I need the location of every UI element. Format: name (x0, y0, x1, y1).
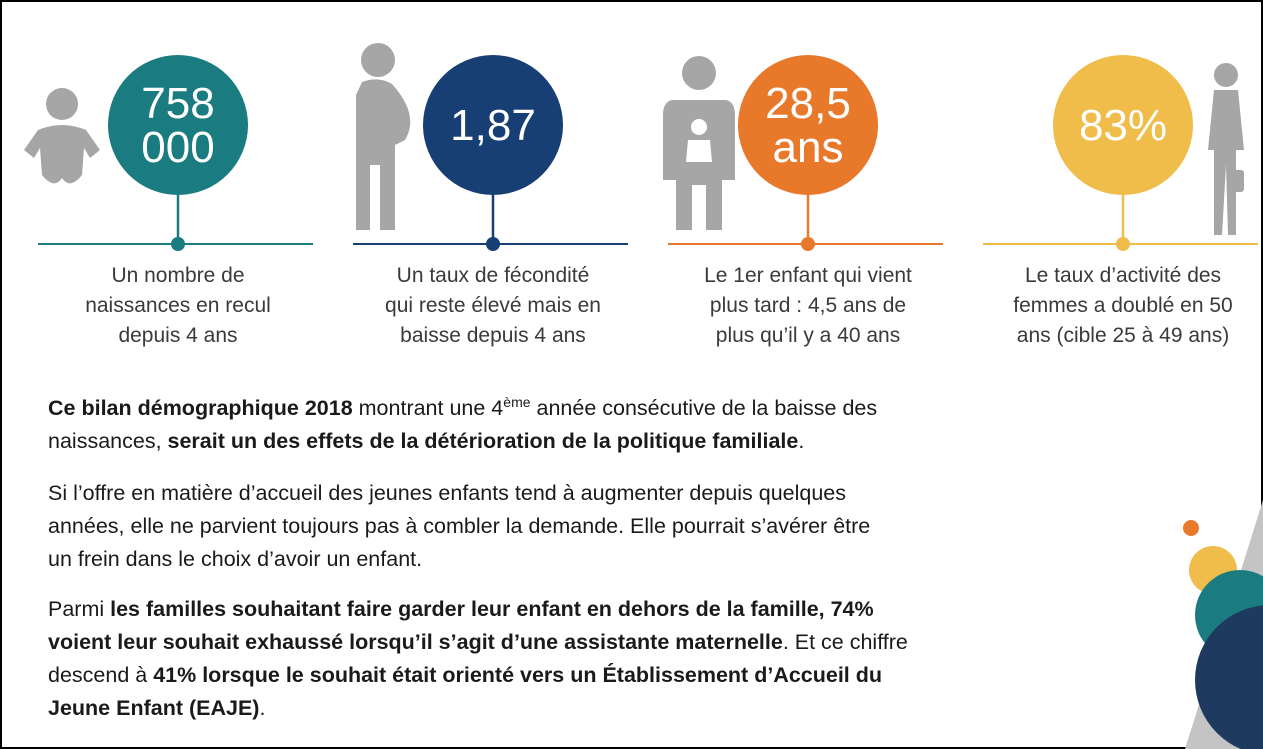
text-run: naissances, (48, 429, 168, 453)
stat-caption: Un nombre de (111, 264, 244, 287)
baby-icon (24, 88, 100, 184)
stat-caption: Le taux d’activité des (1025, 264, 1221, 287)
stem-dot (486, 237, 500, 251)
stat-value: 28,5 (765, 79, 851, 128)
paragraph-line: Parmi les familles souhaitant faire gard… (48, 597, 874, 621)
navy-dot (1195, 605, 1263, 749)
stat-caption: baisse depuis 4 ans (400, 324, 586, 347)
text-run: les familles souhaitant faire garder leu… (110, 597, 874, 621)
stat-caption: Le 1er enfant qui vient (704, 264, 912, 287)
text-run: un frein dans le choix d’avoir un enfant… (48, 547, 422, 571)
text-run: ème (503, 394, 530, 410)
text-run: Si l’offre en matière d’accueil des jeun… (48, 481, 846, 505)
paragraph-line: voient leur souhait exhaussé lorsqu’il s… (48, 630, 908, 654)
stat-caption: plus tard : 4,5 ans de (710, 294, 906, 317)
paragraph-line: Si l’offre en matière d’accueil des jeun… (48, 481, 846, 505)
paragraph-line: descend à 41% lorsque le souhait était o… (48, 662, 882, 687)
text-run: . Et ce chiffre (783, 630, 908, 654)
pregnant-icon (356, 43, 411, 230)
stem-dot (1116, 237, 1130, 251)
stem-dot (171, 237, 185, 251)
stat-circle (108, 55, 248, 195)
stem-dot (801, 237, 815, 251)
stat-circle (738, 55, 878, 195)
text-run: voient leur souhait exhaussé lorsqu’il s… (48, 630, 783, 654)
stat-caption: qui reste élevé mais en (385, 294, 601, 317)
icons (24, 43, 1244, 235)
stat-caption: depuis 4 ans (118, 324, 237, 347)
text-run: 41% lorsque le souhait était orienté ver… (153, 662, 882, 687)
stat-value: 000 (141, 123, 214, 172)
stat-value: 83% (1079, 101, 1167, 150)
paragraph-line: naissances, serait un des effets de la d… (48, 429, 804, 453)
stat-caption: Un taux de fécondité (397, 264, 590, 287)
text-run: . (798, 429, 804, 453)
orange-dot (1183, 520, 1199, 536)
parent-baby-icon (663, 56, 735, 230)
paragraph-line: un frein dans le choix d’avoir un enfant… (48, 547, 422, 571)
text-run: serait un des effets de la détérioration… (168, 429, 799, 453)
text-run: descend à (48, 663, 153, 687)
woman-icon (1208, 63, 1244, 235)
stat-value: ans (773, 123, 844, 172)
decoration (1183, 500, 1263, 749)
text-run: Jeune Enfant (EAJE) (48, 696, 259, 720)
paragraph-line: années, elle ne parvient toujours pas à … (48, 514, 870, 538)
text-run: Parmi (48, 597, 110, 621)
text-run: année consécutive de la baisse des (531, 396, 878, 420)
text-run: années, elle ne parvient toujours pas à … (48, 514, 870, 538)
text-run: . (259, 696, 265, 720)
stat-caption: ans (cible 25 à 49 ans) (1017, 324, 1229, 347)
stat-value: 1,87 (450, 101, 536, 150)
stat-circle (1053, 55, 1193, 195)
text-run: Ce bilan démographique 2018 (48, 396, 353, 420)
stat-caption: plus qu’il y a 40 ans (716, 324, 900, 347)
stat-caption: naissances en recul (85, 294, 271, 317)
text-run: montrant une 4 (353, 396, 504, 420)
stat-caption: femmes a doublé en 50 (1013, 294, 1232, 317)
paragraph-line: Jeune Enfant (EAJE). (48, 696, 265, 720)
stat-value: 758 (141, 79, 214, 128)
stat-circle (423, 55, 563, 195)
paragraph-line: Ce bilan démographique 2018 montrant une… (48, 394, 877, 420)
